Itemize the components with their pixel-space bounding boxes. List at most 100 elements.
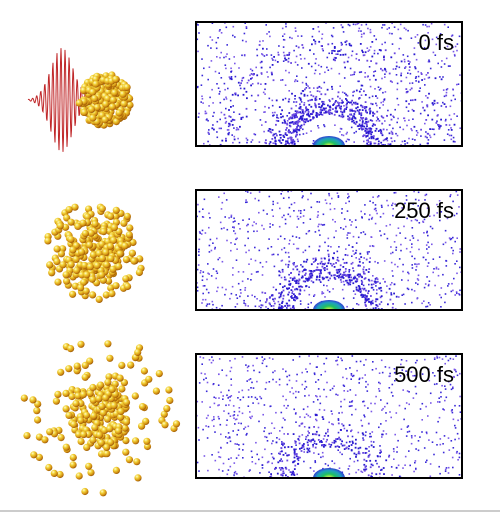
atom [121,242,129,250]
atom [44,237,52,245]
ring-speckle [390,118,393,121]
speckle [310,301,312,304]
speckle [239,295,241,298]
speckle [276,437,278,439]
ring-speckle [369,143,372,146]
speckle [321,291,323,293]
speckle [356,459,359,462]
speckle [452,50,455,53]
ring-speckle [373,142,376,145]
ring-speckle [289,307,292,310]
speckle [394,203,396,205]
speckle [250,141,253,143]
speckle [258,458,260,461]
speckle [297,140,299,143]
speckle [450,290,453,293]
ring-speckle [288,130,291,133]
speckle [372,441,375,443]
ring-speckle [302,446,305,448]
speckle [294,61,297,64]
ring-speckle [308,115,311,118]
speckle [369,85,372,88]
speckle [248,218,250,220]
speckle [234,75,237,78]
speckle [361,105,364,107]
speckle [393,26,396,28]
speckle [235,472,238,475]
atom [138,422,146,430]
speckle [349,405,352,407]
ring-speckle [286,123,289,126]
atom [155,370,163,378]
speckle [370,410,373,413]
ring-speckle [339,107,342,110]
atom [78,248,86,256]
ring-speckle [357,447,360,450]
ring-speckle [364,294,366,297]
ring-speckle [297,282,300,285]
ring-speckle [368,301,370,303]
speckle [215,306,218,309]
atom [45,463,53,472]
speckle [320,456,322,459]
speckle [250,258,252,260]
ring-speckle [379,129,382,131]
speckle [415,265,418,268]
ring-speckle [369,141,372,143]
speckle [200,372,203,375]
ring-speckle [346,60,349,63]
speckle [281,216,284,219]
ring-speckle [341,26,344,29]
ring-speckle [258,44,261,46]
speckle [236,443,238,445]
atom [126,224,134,232]
speckle [213,418,215,421]
ring-speckle [225,139,227,142]
speckle [456,374,459,377]
speckle [403,117,406,119]
speckle [380,451,382,453]
atom [62,443,70,451]
atom [83,443,91,451]
speckle [266,440,269,442]
speckle [271,104,274,107]
speckle [366,253,369,255]
speckle [261,53,263,55]
ring-speckle [312,95,315,98]
ring-speckle [261,304,264,307]
speckle [372,464,374,467]
speckle [416,359,418,362]
ring-speckle [280,116,282,119]
ring-speckle [368,261,371,263]
speckle [437,62,439,65]
speckle [366,390,369,392]
speckle [313,72,316,75]
speckle [403,58,406,61]
ring-speckle [256,74,259,77]
ring-speckle [299,125,302,128]
atom [112,118,120,126]
speckle [442,273,444,276]
speckle [436,355,438,358]
speckle [214,248,216,250]
speckle [316,395,318,398]
speckle [405,76,408,79]
ring-speckle [230,106,232,108]
ring-speckle [352,101,355,104]
speckle [309,91,312,93]
ring-speckle [309,276,312,278]
ring-speckle [290,295,292,298]
ring-speckle [320,260,323,263]
speckle [202,102,204,104]
speckle [343,283,346,286]
speckle [287,190,289,193]
speckle [392,275,394,277]
ring-speckle [334,445,337,448]
ring-speckle [322,107,325,110]
ring-speckle [426,104,429,107]
ring-speckle [307,62,310,65]
ring-speckle [343,61,346,64]
speckle [408,119,410,121]
ring-speckle [295,114,298,117]
speckle [259,119,262,121]
